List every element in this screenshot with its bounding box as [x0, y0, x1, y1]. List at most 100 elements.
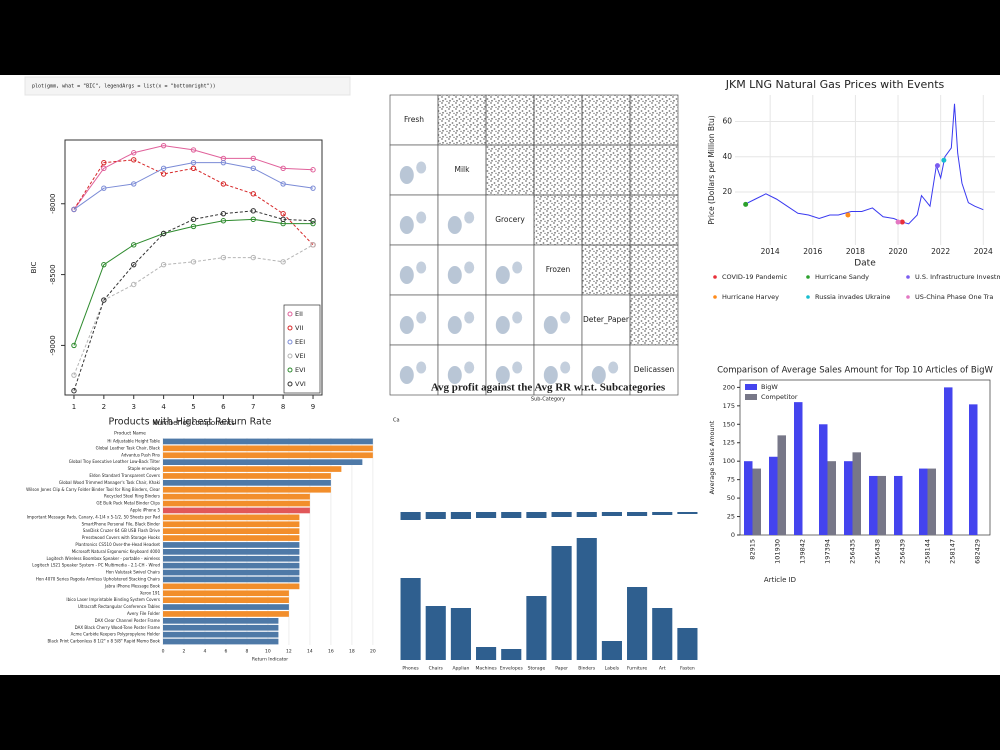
x-axis-label: Date	[854, 259, 876, 269]
series-marker	[250, 165, 256, 172]
series-marker	[190, 259, 197, 265]
bar	[400, 578, 421, 660]
legend-label: Competitor	[761, 393, 798, 401]
x-tick-label: 2022	[931, 247, 950, 256]
series-marker	[190, 147, 197, 153]
event-point	[941, 157, 947, 163]
x-tick-label: 2014	[761, 247, 780, 256]
bar	[163, 562, 300, 569]
density-blob	[591, 366, 606, 384]
y-tick-label: -9000	[49, 335, 57, 355]
bar	[677, 628, 698, 660]
bar	[163, 493, 310, 500]
density-blob	[495, 366, 510, 384]
legend-label: U.S. Infrastructure Investm	[915, 273, 1000, 281]
y-tick-label: 125	[723, 439, 735, 447]
series-marker	[310, 218, 316, 224]
top-bar	[476, 512, 497, 518]
bar	[163, 473, 331, 479]
bar	[163, 604, 289, 610]
series-marker	[310, 220, 316, 227]
pairs-cell	[533, 244, 583, 296]
bar	[163, 445, 373, 452]
pairs-cell	[581, 344, 631, 396]
pairs-cell	[485, 244, 535, 296]
legend-label: EII	[295, 310, 303, 318]
pairs-cell	[389, 294, 439, 346]
x-tick-label: 3	[131, 403, 135, 411]
pairs-cell	[629, 294, 679, 346]
series-marker	[220, 218, 227, 224]
column-header: Product Name	[114, 431, 146, 437]
pairs-cell	[485, 294, 535, 346]
chart-title: JKM LNG Natural Gas Prices with Events	[725, 78, 945, 91]
event-point	[899, 219, 905, 225]
bar	[476, 647, 497, 660]
series-marker	[190, 216, 197, 223]
y-axis-label: Price (Dollars per Million Btu)	[707, 115, 716, 224]
x-tick-label: 8	[281, 403, 285, 411]
x-tick-label: Storage	[528, 666, 546, 672]
bar	[163, 549, 300, 555]
bar	[163, 576, 300, 583]
x-tick-label: 5	[191, 403, 195, 411]
bar	[752, 468, 761, 535]
category-label: SmartPhone Personal File, Black Binder	[82, 521, 161, 526]
category-label: GE Bulk Pack Metal Binder Clips	[96, 501, 160, 506]
series-marker	[190, 159, 197, 166]
density-blob	[464, 261, 475, 274]
pairs-cell	[437, 294, 487, 346]
density-blob	[560, 311, 571, 324]
x-tick-label: 258144	[924, 539, 932, 564]
x-tick-label: 82915	[749, 539, 757, 560]
pairs-cell	[485, 194, 535, 246]
legend-marker	[287, 353, 293, 359]
x-tick-label: Fasten	[680, 666, 695, 672]
bar	[877, 475, 886, 535]
x-tick-label: 1	[72, 403, 76, 411]
pairs-cell	[629, 194, 679, 246]
category-label: Hon 4070 Series Pagoda Armless Upholster…	[36, 576, 160, 581]
series-marker	[160, 165, 167, 172]
legend-marker	[906, 275, 910, 279]
x-tick-label: 101930	[774, 539, 782, 564]
pairs-label: Milk	[455, 165, 471, 174]
density-blob	[543, 316, 558, 334]
bar	[163, 611, 289, 617]
y-axis-label: Average Sales Amount	[708, 420, 716, 494]
x-tick-label: 2016	[803, 247, 822, 256]
y-tick-label: -8000	[49, 194, 57, 214]
bar	[163, 542, 300, 548]
series-marker	[131, 281, 137, 288]
series-marker	[220, 210, 227, 217]
x-tick-label: 12	[286, 649, 292, 655]
series-marker	[160, 142, 167, 149]
density-blob	[464, 211, 475, 224]
code-text: plot(gmm, what = "BIC", legendArgs = lis…	[32, 84, 216, 90]
x-tick-label: 2	[183, 649, 186, 655]
top-bar	[551, 512, 572, 517]
series-marker	[160, 230, 167, 237]
bar	[163, 638, 279, 645]
pairs-cell	[533, 194, 583, 246]
legend-label: EVI	[295, 366, 306, 374]
legend-label: Hurricane Harvey	[722, 293, 779, 301]
bar	[819, 424, 828, 535]
legend-label: VVI	[295, 380, 306, 388]
event-point	[845, 212, 851, 218]
series-marker	[71, 206, 77, 213]
x-tick-label: 0	[162, 649, 165, 655]
category-label: Apple iPhone 5	[130, 507, 160, 512]
density-blob	[447, 216, 462, 234]
legend-swatch	[745, 384, 757, 390]
category-label: Presstwood Covers with Storage Hooks	[82, 535, 160, 540]
chart-subtitle: Sub-Category	[531, 397, 565, 403]
x-axis-label: Return Indicator	[252, 657, 288, 663]
event-point	[934, 163, 940, 169]
category-label: Logitech LS21 Speaker System - PC Multim…	[32, 563, 160, 568]
category-label: Black Print Carbonless 8 1/2" x 8 5/8" R…	[48, 639, 161, 644]
category-label: Jabra iPhone Message Book	[104, 583, 161, 588]
series-marker	[71, 372, 77, 378]
x-tick-label: 197394	[824, 539, 832, 564]
series-marker	[310, 167, 316, 173]
